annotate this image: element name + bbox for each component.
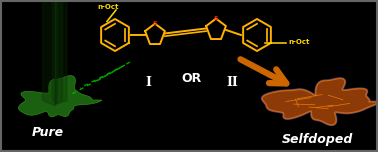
Text: n-Oct: n-Oct bbox=[288, 39, 310, 45]
Text: S: S bbox=[214, 16, 218, 21]
Text: n-Oct: n-Oct bbox=[97, 4, 119, 10]
Polygon shape bbox=[262, 79, 378, 125]
Text: OR: OR bbox=[182, 71, 202, 85]
Text: II: II bbox=[226, 76, 238, 88]
Text: Pure: Pure bbox=[32, 126, 64, 140]
Text: I: I bbox=[145, 76, 151, 88]
Polygon shape bbox=[19, 76, 102, 117]
Text: S: S bbox=[153, 21, 157, 26]
Text: Selfdoped: Selfdoped bbox=[282, 133, 354, 147]
